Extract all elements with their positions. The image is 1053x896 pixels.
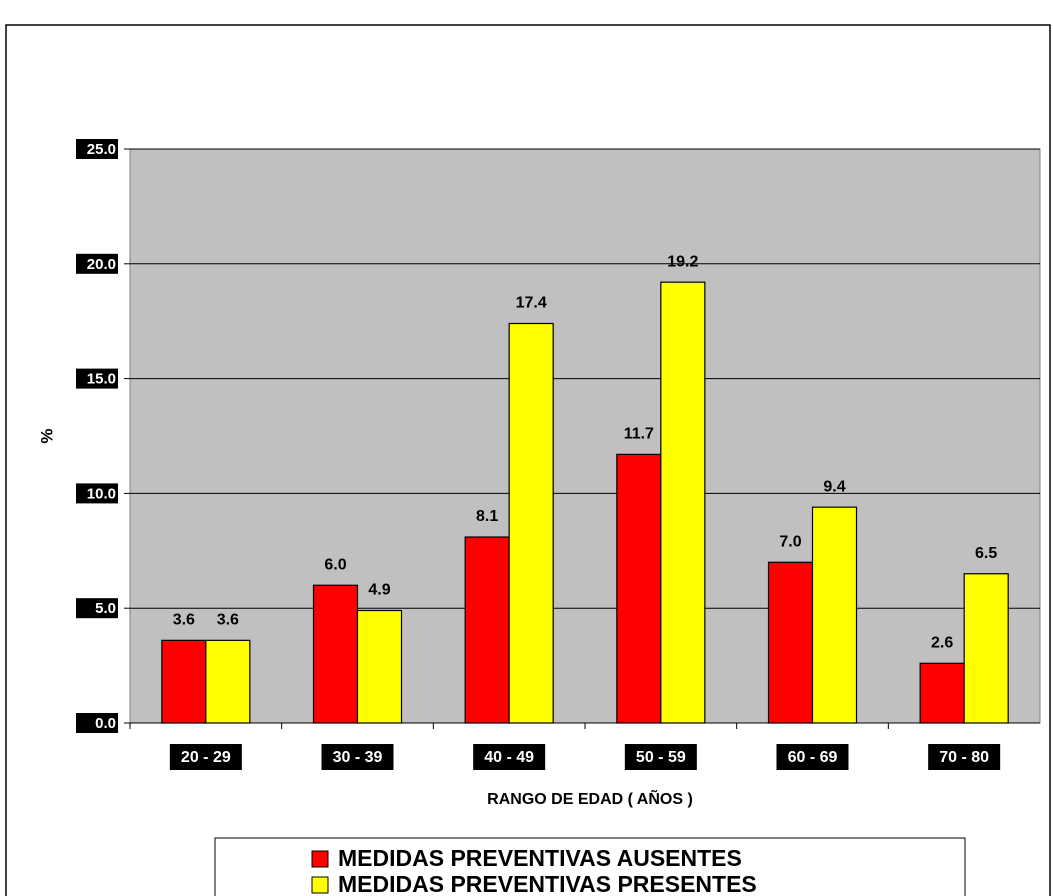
x-tick-box <box>473 744 546 770</box>
bar <box>616 453 662 724</box>
x-tick-label: 20 - 29 <box>181 749 231 766</box>
x-tick-box <box>321 744 394 770</box>
data-label: 6.5 <box>975 545 997 562</box>
x-tick-label: 30 - 39 <box>333 749 383 766</box>
y-tick-label: 25.0 <box>87 141 116 158</box>
legend-swatch <box>311 876 329 894</box>
bar <box>919 662 965 724</box>
data-label: 2.6 <box>931 635 953 652</box>
y-tick-label: 0.0 <box>95 715 116 732</box>
y-tick-label: 10.0 <box>87 485 116 502</box>
y-tick-label: 15.0 <box>87 371 116 388</box>
data-label: 3.6 <box>217 612 239 629</box>
x-tick-box <box>776 744 849 770</box>
y-tick-label: 20.0 <box>87 256 116 273</box>
bar <box>963 573 1009 724</box>
data-label: 4.9 <box>368 582 390 599</box>
x-tick-box <box>928 744 1001 770</box>
bar <box>508 322 554 724</box>
x-tick-label: 60 - 69 <box>788 749 838 766</box>
legend-swatch <box>311 850 329 868</box>
x-tick-box <box>169 744 242 770</box>
data-label: 19.2 <box>667 253 698 270</box>
x-tick-label: 70 - 80 <box>939 749 989 766</box>
plot-area <box>129 148 1041 724</box>
bar <box>312 584 359 724</box>
bar <box>660 281 706 724</box>
bar <box>464 536 510 724</box>
legend-box <box>214 837 966 896</box>
y-tick-box <box>76 139 118 159</box>
y-tick-box <box>76 483 118 504</box>
legend-label: MEDIDAS PREVENTIVAS PRESENTES <box>338 871 757 896</box>
bar <box>356 609 403 724</box>
x-tick-label: 40 - 49 <box>484 749 534 766</box>
data-label: 17.4 <box>516 295 547 312</box>
y-axis-label: % <box>37 428 56 443</box>
data-label: 7.0 <box>779 533 801 550</box>
bar <box>811 506 858 724</box>
data-label: 9.4 <box>823 478 845 495</box>
y-tick-box <box>76 713 118 733</box>
y-tick-box <box>76 368 118 389</box>
x-tick-label: 50 - 59 <box>636 749 686 766</box>
bar <box>205 639 251 724</box>
y-tick-label: 5.0 <box>95 600 116 617</box>
data-label: 8.1 <box>476 508 498 525</box>
x-tick-box <box>624 744 697 770</box>
data-label: 6.0 <box>324 556 346 573</box>
bar <box>161 639 207 724</box>
legend-label: MEDIDAS PREVENTIVAS AUSENTES <box>338 845 742 871</box>
data-label: 3.6 <box>173 612 195 629</box>
bar <box>767 561 814 724</box>
x-axis-label: RANGO DE EDAD ( AÑOS ) <box>487 788 693 808</box>
y-tick-box <box>76 253 118 274</box>
data-label: 11.7 <box>624 426 654 443</box>
y-tick-box <box>76 598 118 619</box>
